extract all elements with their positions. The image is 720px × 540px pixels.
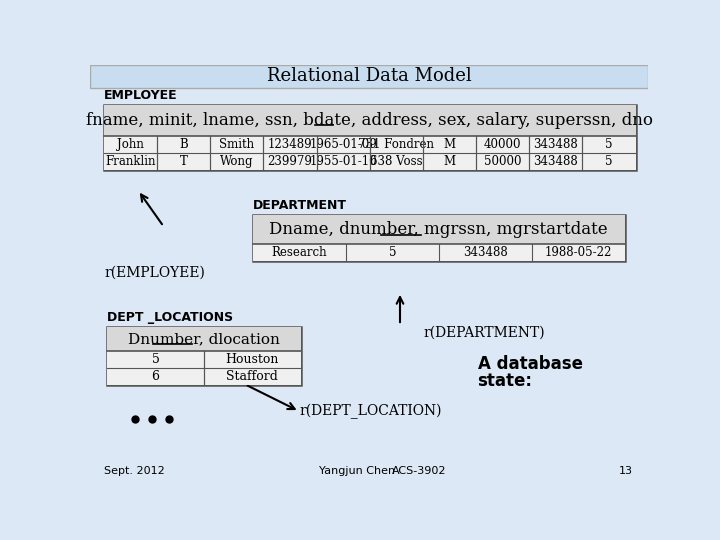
Bar [90, 65, 648, 88]
Text: John: John [117, 138, 144, 151]
Text: Dname, dnumber, mgrssn, mgrstartdate: Dname, dnumber, mgrssn, mgrstartdate [269, 221, 608, 238]
Text: Wong: Wong [220, 154, 253, 167]
Text: 239979: 239979 [268, 154, 312, 167]
Text: Smith: Smith [220, 138, 254, 151]
Text: Sept. 2012: Sept. 2012 [104, 467, 165, 476]
Text: EMPLOYEE: EMPLOYEE [104, 89, 178, 102]
Text: 1955-01-10: 1955-01-10 [310, 154, 377, 167]
Bar [253, 244, 625, 261]
Bar [107, 327, 301, 385]
Text: DEPARTMENT: DEPARTMENT [253, 199, 347, 212]
Text: A database: A database [477, 355, 582, 373]
Bar [107, 368, 301, 385]
Text: 731 Fondren: 731 Fondren [359, 138, 434, 151]
Text: 5: 5 [151, 353, 159, 366]
Text: Houston: Houston [225, 353, 279, 366]
Bar [104, 136, 636, 153]
Text: 343488: 343488 [534, 138, 578, 151]
Text: r(EMPLOYEE): r(EMPLOYEE) [104, 266, 204, 280]
Text: M: M [444, 138, 456, 151]
Text: DEPT _LOCATIONS: DEPT _LOCATIONS [107, 310, 233, 323]
Text: 638 Voss: 638 Voss [370, 154, 423, 167]
Text: 50000: 50000 [484, 154, 521, 167]
Text: r(DEPARTMENT): r(DEPARTMENT) [423, 326, 545, 340]
Text: 40000: 40000 [484, 138, 521, 151]
Text: 5: 5 [606, 138, 613, 151]
Text: 343488: 343488 [534, 154, 578, 167]
Text: fname, minit, lname, ssn, bdate, address, sex, salary, superssn, dno: fname, minit, lname, ssn, bdate, address… [86, 112, 653, 129]
Text: 6: 6 [151, 370, 160, 383]
Text: Franklin: Franklin [105, 154, 156, 167]
Text: M: M [444, 154, 456, 167]
Bar [104, 105, 636, 170]
Text: 5: 5 [606, 154, 613, 167]
Text: B: B [179, 138, 188, 151]
Text: 1965-01-09: 1965-01-09 [310, 138, 377, 151]
Text: state:: state: [477, 372, 533, 389]
Bar [253, 215, 625, 244]
Text: T: T [180, 154, 188, 167]
Bar [104, 105, 636, 136]
Text: 123489: 123489 [268, 138, 312, 151]
Bar [104, 153, 636, 170]
Text: Yangjun Chen: Yangjun Chen [319, 467, 395, 476]
Text: 1988-05-22: 1988-05-22 [544, 246, 612, 259]
Text: Research: Research [271, 246, 327, 259]
Text: Dnumber, dlocation: Dnumber, dlocation [128, 332, 280, 346]
Bar [253, 215, 625, 261]
Bar [107, 351, 301, 368]
Text: r(DEPT_LOCATION): r(DEPT_LOCATION) [300, 404, 442, 419]
Text: 13: 13 [618, 467, 632, 476]
Text: 5: 5 [389, 246, 396, 259]
Bar [107, 327, 301, 351]
Text: ACS-3902: ACS-3902 [392, 467, 446, 476]
Text: Relational Data Model: Relational Data Model [266, 68, 472, 85]
Text: Stafford: Stafford [226, 370, 279, 383]
Text: 343488: 343488 [463, 246, 508, 259]
